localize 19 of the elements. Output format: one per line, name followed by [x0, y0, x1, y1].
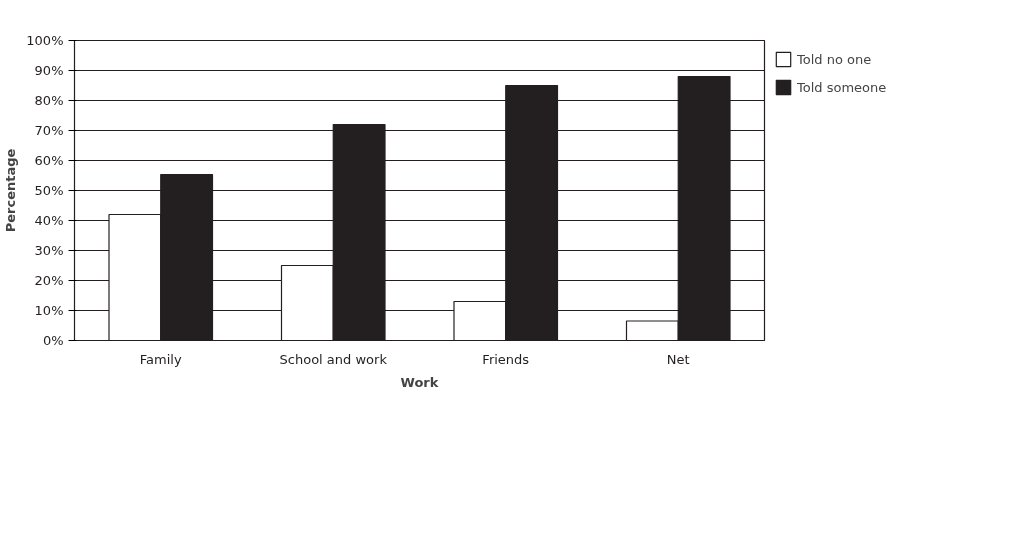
y-tick-label: 50%	[34, 183, 64, 198]
y-tick-label: 0%	[42, 333, 64, 348]
y-tick-label: 90%	[34, 63, 64, 78]
x-tick-label: School and work	[279, 351, 388, 367]
y-tick-label: 30%	[34, 243, 64, 258]
y-tick-label: 10%	[34, 303, 64, 318]
x-axis-title: Work	[400, 374, 439, 390]
legend-label: Told someone	[797, 79, 887, 95]
x-tick-label: Family	[139, 351, 182, 367]
y-tick-label: 80%	[34, 93, 64, 108]
y-tick-label: 70%	[34, 123, 64, 138]
y-tick-label: 40%	[34, 213, 64, 228]
y-tick-label: 20%	[34, 273, 64, 288]
y-axis-title: Percentage	[3, 148, 19, 233]
legend-label: Told no one	[797, 51, 872, 67]
x-tick-label: Friends	[482, 351, 530, 367]
y-tick-label: 60%	[34, 153, 64, 168]
x-tick-label: Net	[666, 351, 690, 367]
y-tick-label: 100%	[26, 33, 64, 48]
